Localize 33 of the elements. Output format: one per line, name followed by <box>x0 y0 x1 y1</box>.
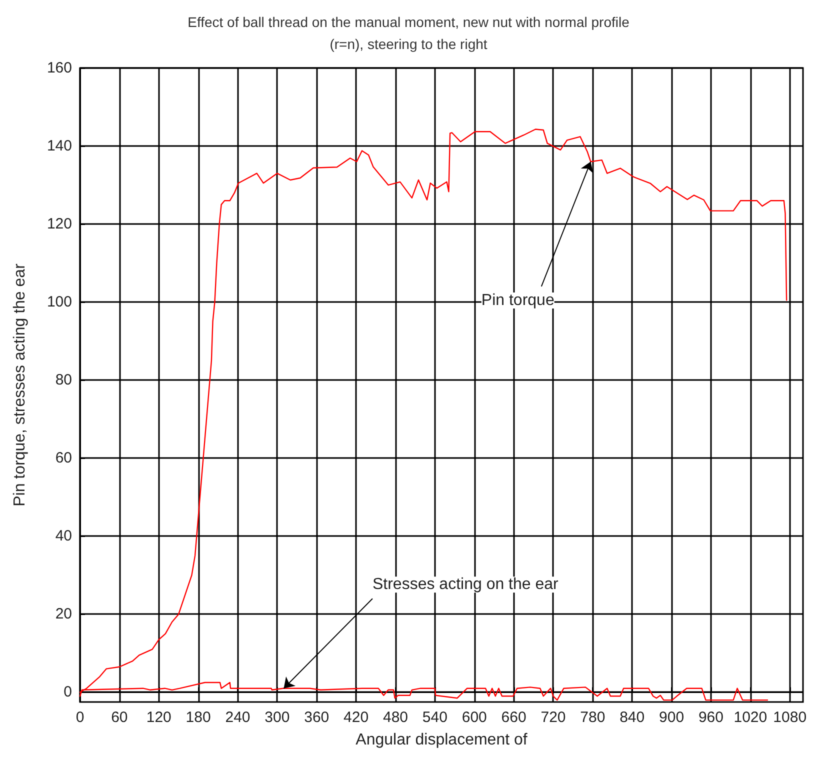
x-tick-label: 900 <box>659 709 684 726</box>
y-axis-title: Pin torque, stresses acting the ear <box>12 262 28 506</box>
y-tick-label: 60 <box>55 450 72 467</box>
x-tick-label: 300 <box>264 709 290 726</box>
y-tick-label: 140 <box>46 138 72 155</box>
y-tick-label: 80 <box>55 372 72 389</box>
x-tick-label: 540 <box>422 709 448 726</box>
x-tick-label: 1020 <box>734 709 768 726</box>
x-tick-label: 120 <box>146 709 172 726</box>
x-axis-title: Angular displacement of <box>356 732 528 748</box>
annotation: Pin torque <box>481 292 554 309</box>
x-tick-label: 1080 <box>773 709 807 726</box>
x-tick-label: 420 <box>344 709 369 726</box>
y-tick-label: 100 <box>46 294 72 311</box>
x-tick-label: 840 <box>620 709 645 726</box>
x-tick-label: 780 <box>580 709 606 726</box>
x-tick-label: 180 <box>186 709 211 726</box>
x-tick-label: 60 <box>111 709 128 726</box>
x-tick-label: 720 <box>540 709 566 726</box>
x-tick-label: 0 <box>76 709 84 726</box>
chart-title: Effect of ball thread on the manual moment, new nut with normal profile (r=n), steering to the right <box>188 14 630 52</box>
y-tick-label: 160 <box>46 60 72 76</box>
x-tick-label: 600 <box>462 709 487 726</box>
y-tick-label: 20 <box>55 606 72 623</box>
y-tick-label: 120 <box>46 216 72 233</box>
x-tick-label: 660 <box>501 709 526 726</box>
x-tick-label: 240 <box>225 709 250 726</box>
y-tick-label: 0 <box>64 684 72 701</box>
annotation: Stresses acting on the ear <box>372 576 560 594</box>
x-tick-label: 960 <box>698 709 724 726</box>
y-tick-label: 40 <box>55 528 72 545</box>
x-tick-label: 480 <box>382 709 408 726</box>
x-tick-label: 360 <box>304 709 330 726</box>
